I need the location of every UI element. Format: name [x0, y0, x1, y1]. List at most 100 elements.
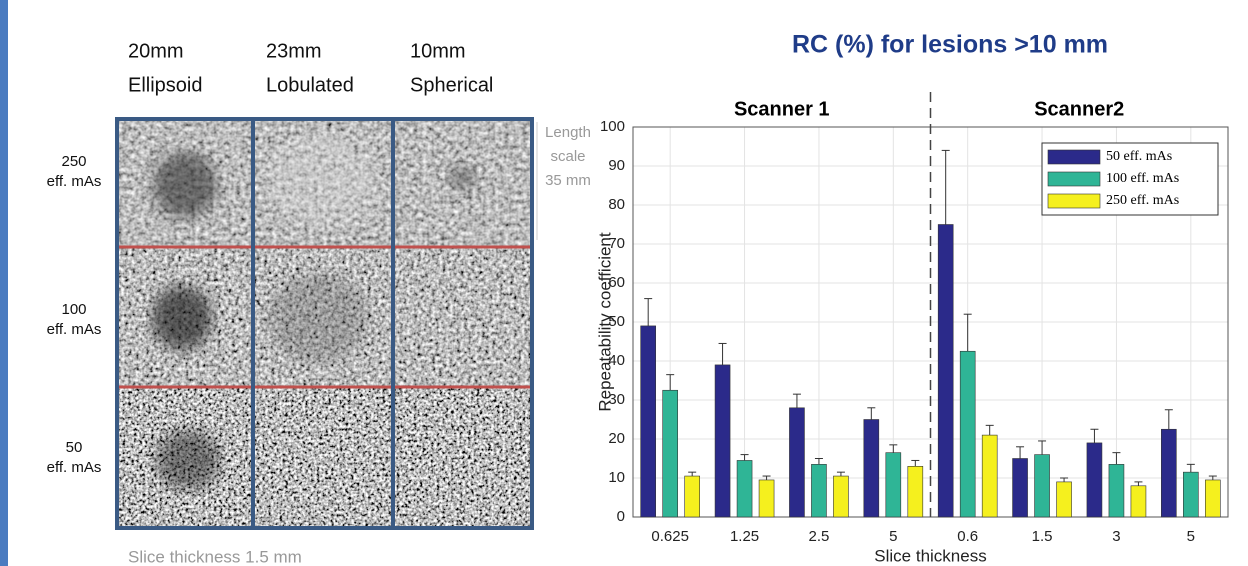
x-tick-label: 1.5 [1032, 528, 1053, 545]
column-size: 23mm [266, 40, 322, 62]
legend-label: 50 eff. mAs [1106, 149, 1172, 164]
error-bar [814, 458, 823, 465]
bar [959, 350, 976, 518]
error-bar [666, 374, 675, 391]
bar [885, 452, 902, 518]
error-bar [740, 454, 749, 461]
legend-swatch [1047, 193, 1101, 209]
y-tick-label: 60 [608, 274, 625, 291]
bar [1183, 471, 1199, 518]
row-dose: 100 [61, 301, 86, 318]
bar [1034, 454, 1050, 518]
bar [833, 475, 849, 518]
scale-note: 35 mm [545, 172, 591, 189]
y-tick-label: 70 [608, 235, 625, 252]
bar [1086, 442, 1103, 518]
y-tick-label: 90 [608, 157, 625, 174]
bar [640, 325, 656, 518]
bar [758, 479, 775, 518]
lesion [156, 430, 220, 490]
x-tick-label: 0.625 [651, 528, 689, 545]
bar [1161, 428, 1177, 518]
side-bar [0, 0, 8, 566]
error-bar [1038, 440, 1047, 455]
legend-swatch [1047, 149, 1101, 165]
error-bar [1208, 475, 1217, 480]
x-axis-title: Slice thickness [874, 546, 986, 565]
y-tick-label: 80 [608, 196, 625, 213]
y-tick-label: 50 [608, 313, 625, 330]
bar [736, 460, 753, 518]
error-bar [836, 471, 845, 477]
y-tick-label: 100 [600, 118, 625, 135]
row-dose: 250 [61, 153, 86, 170]
error-bar [889, 444, 898, 453]
row-unit: eff. mAs [47, 321, 102, 338]
column-shape: Lobulated [266, 74, 354, 96]
y-tick-label: 10 [608, 469, 625, 486]
bar [1108, 464, 1125, 518]
scale-note: scale [550, 148, 585, 165]
lesion [153, 152, 217, 218]
error-bar [1186, 463, 1195, 473]
y-tick-label: 40 [608, 352, 625, 369]
error-bar [792, 393, 801, 408]
error-bar [941, 149, 950, 225]
chart-title: RC (%) for lesions >10 mm [792, 31, 1108, 59]
error-bar [985, 424, 994, 436]
x-tick-label: 3 [1112, 528, 1120, 545]
image-panel: Slice thickness 1.5 mm [115, 117, 538, 566]
bar [1056, 481, 1072, 518]
y-axis-title: Repeatability coefficient [595, 232, 614, 412]
x-tick-label: 5 [1187, 528, 1195, 545]
annotation: Scanner2 [1034, 98, 1124, 120]
error-bar [688, 471, 697, 477]
lesion [448, 164, 476, 192]
bar [789, 407, 805, 518]
error-bar [718, 342, 727, 365]
x-tick-label: 2.5 [809, 528, 830, 545]
bar [662, 389, 678, 518]
lesion [152, 286, 212, 350]
x-tick-label: 0.6 [957, 528, 978, 545]
bar [981, 434, 998, 518]
error-bar [1060, 477, 1069, 482]
grid-border [115, 117, 534, 530]
bar [811, 464, 827, 518]
error-bar [762, 475, 771, 480]
bar [863, 419, 880, 518]
error-bar [1016, 446, 1025, 459]
x-tick-label: 5 [889, 528, 897, 545]
legend-label: 100 eff. mAs [1106, 171, 1179, 186]
lesion [267, 135, 377, 225]
bar [1012, 458, 1028, 518]
error-bar [1164, 409, 1173, 430]
annotation: Scanner 1 [734, 98, 830, 120]
bar [684, 475, 700, 518]
legend-swatch [1047, 171, 1101, 187]
bar [937, 224, 954, 518]
row-unit: eff. mAs [47, 459, 102, 476]
caption: Slice thickness 1.5 mm [128, 547, 302, 566]
scale-note: Length [545, 124, 591, 141]
error-bar [963, 313, 972, 352]
legend-label: 250 eff. mAs [1106, 193, 1179, 208]
error-bar [1134, 481, 1143, 486]
x-tick-label: 1.25 [730, 528, 759, 545]
y-tick-label: 30 [608, 391, 625, 408]
y-tick-label: 20 [608, 430, 625, 447]
error-bar [911, 459, 920, 467]
error-bar [1112, 452, 1121, 465]
lesion [268, 273, 368, 363]
column-shape: Spherical [410, 74, 493, 96]
column-size: 10mm [410, 40, 466, 62]
column-shape: Ellipsoid [128, 74, 202, 96]
row-dose: 50 [66, 439, 83, 456]
row-unit: eff. mAs [47, 173, 102, 190]
error-bar [1090, 428, 1099, 443]
bar [714, 364, 731, 518]
y-tick-label: 0 [617, 508, 625, 525]
column-size: 20mm [128, 40, 184, 62]
error-bar [644, 298, 653, 326]
